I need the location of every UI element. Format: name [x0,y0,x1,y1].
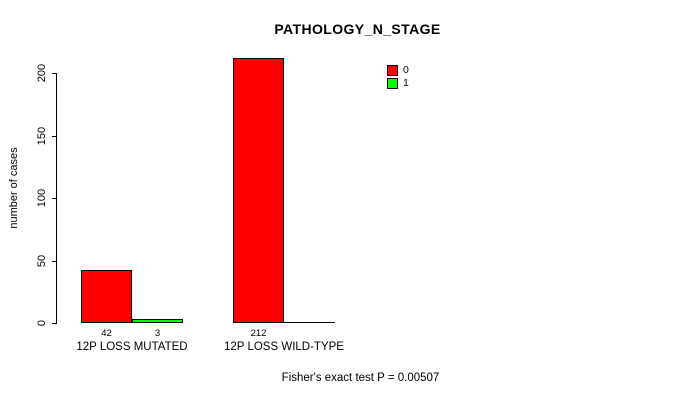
legend-label: 0 [403,64,409,76]
y-tick-label: 150 [36,126,48,146]
x-category-label: 12P LOSS WILD-TYPE [224,341,344,353]
y-tick-mark [52,323,57,324]
footer-annotation: Fisher's exact test P = 0.00507 [281,372,440,384]
legend-entry: 1 [387,77,409,89]
y-tick-mark [52,73,57,74]
y-tick-mark [52,261,57,262]
legend-swatch [387,64,398,76]
y-tick-label: 0 [36,319,48,327]
y-tick-label: 50 [36,254,48,268]
y-axis-label: number of cases [8,147,20,229]
bar-series-0 [81,270,132,323]
legend-label: 1 [403,77,409,89]
bar-value-label: 212 [250,328,267,339]
bar-series-0 [233,58,284,323]
chart-title: PATHOLOGY_N_STAGE [274,21,441,37]
y-tick-mark [52,136,57,137]
bar-series-1 [132,319,183,323]
bar-value-label: 3 [154,328,161,339]
x-category-label: 12P LOSS MUTATED [76,341,188,353]
legend-entry: 0 [387,64,409,76]
y-tick-mark [52,198,57,199]
y-tick-label: 100 [36,188,48,208]
y-tick-label: 200 [36,63,48,83]
bar-series-1 [284,322,335,323]
bar-value-label: 42 [101,328,112,339]
legend-swatch [387,77,398,89]
